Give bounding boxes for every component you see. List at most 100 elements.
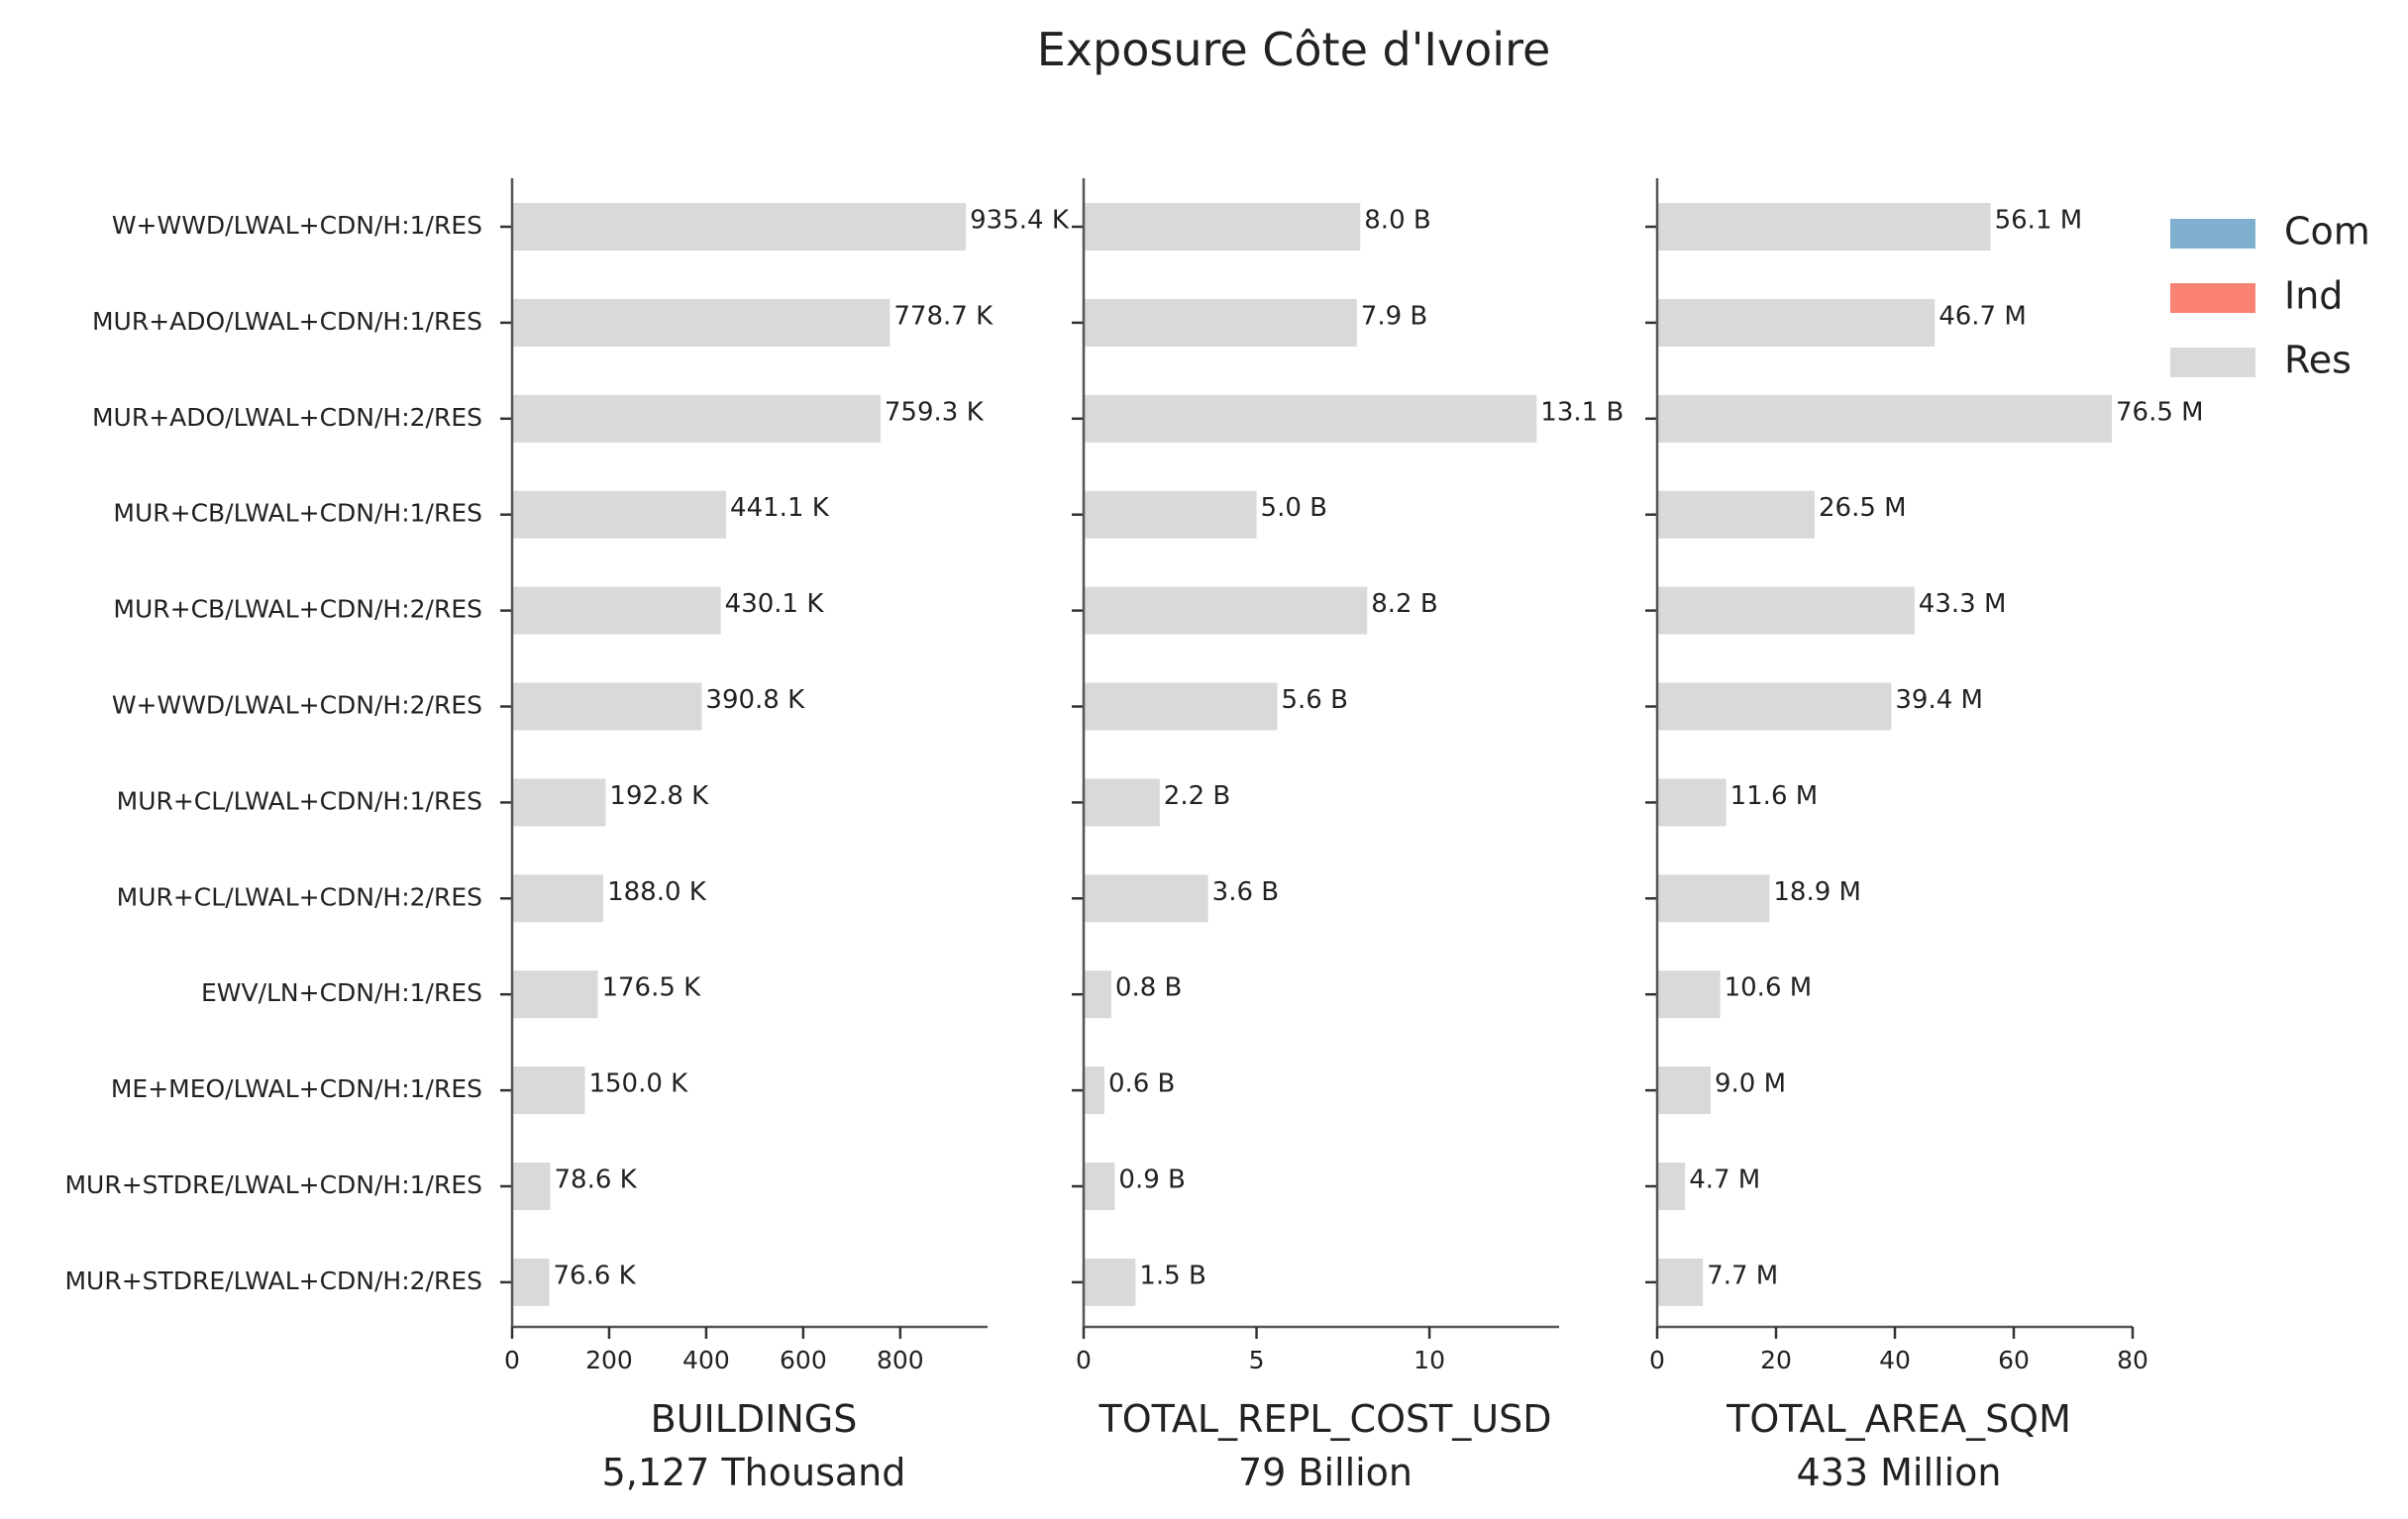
data-label: 759.3 K (885, 397, 985, 427)
data-label: 430.1 K (725, 589, 825, 619)
bar[interactable] (1084, 970, 1111, 1019)
data-label: 0.6 B (1108, 1069, 1175, 1099)
x-tick-label: 0 (504, 1346, 520, 1374)
bar[interactable] (1657, 298, 1936, 347)
x-tick-label: 800 (877, 1346, 924, 1374)
data-label: 46.7 M (1938, 301, 2027, 331)
x-tick-label: 0 (1076, 1346, 1092, 1374)
category-label: W+WWD/LWAL+CDN/H:2/RES (112, 691, 482, 720)
bar[interactable] (1084, 1258, 1136, 1306)
data-label: 56.1 M (1995, 206, 2083, 236)
bar[interactable] (1657, 490, 1815, 539)
category-label: MUR+ADO/LWAL+CDN/H:2/RES (92, 403, 482, 432)
x-tick-label: 40 (1879, 1346, 1911, 1374)
bar[interactable] (1084, 778, 1160, 827)
bar[interactable] (512, 203, 967, 251)
bar[interactable] (512, 970, 598, 1019)
legend[interactable]: Com Ind Res (2170, 210, 2370, 382)
data-label: 76.6 K (554, 1261, 637, 1290)
data-label: 0.8 B (1115, 973, 1182, 1003)
bar[interactable] (1084, 394, 1537, 443)
data-label: 7.7 M (1707, 1261, 1778, 1290)
data-label: 176.5 K (601, 973, 701, 1003)
bar[interactable] (1084, 1163, 1115, 1210)
x-tick-label: 600 (780, 1346, 827, 1374)
bar[interactable] (1657, 1066, 1711, 1115)
bar[interactable] (512, 778, 606, 827)
bar[interactable] (1084, 203, 1361, 251)
x-tick-label: 400 (682, 1346, 730, 1374)
legend-label: Ind (2284, 274, 2343, 318)
bar[interactable] (1657, 394, 2112, 443)
x-axis-label: BUILDINGS (651, 1397, 858, 1441)
bar[interactable] (1657, 203, 1991, 251)
legend-item-ind[interactable]: Ind (2170, 274, 2343, 318)
bar[interactable] (1657, 682, 1892, 731)
bar[interactable] (512, 394, 881, 443)
data-label: 150.0 K (588, 1069, 688, 1099)
panels-layer: 935.4 K W+WWD/LWAL+CDN/H:1/RES 778.7 K MUR+… (64, 178, 2204, 1494)
category-label: MUR+CL/LWAL+CDN/H:1/RES (117, 786, 482, 815)
x-axis-label: TOTAL_AREA_SQM (1726, 1397, 2071, 1441)
legend-swatch (2170, 348, 2255, 377)
bar[interactable] (512, 682, 702, 731)
data-label: 1.5 B (1139, 1261, 1205, 1290)
data-label: 18.9 M (1773, 877, 1861, 907)
data-label: 9.0 M (1715, 1069, 1786, 1099)
x-axis-total: 5,127 Thousand (602, 1451, 906, 1494)
legend-label: Com (2284, 210, 2370, 253)
panel-1: 935.4 K W+WWD/LWAL+CDN/H:1/RES 778.7 K MUR+… (64, 178, 1070, 1494)
data-label: 5.0 B (1261, 493, 1327, 523)
category-label: MUR+CB/LWAL+CDN/H:1/RES (113, 499, 482, 528)
category-label: ME+MEO/LWAL+CDN/H:1/RES (111, 1074, 482, 1103)
bar[interactable] (1084, 1066, 1104, 1115)
bar[interactable] (512, 490, 727, 539)
category-label: EWV/LN+CDN/H:1/RES (201, 978, 482, 1007)
bar[interactable] (1084, 586, 1368, 635)
panel-2: 8.0 B 7.9 B 13.1 B 5.0 B 8.2 B 5.6 B 2.2 B 3.6 … (1072, 178, 1623, 1494)
category-label: MUR+ADO/LWAL+CDN/H:1/RES (92, 307, 482, 336)
bar[interactable] (512, 1066, 585, 1115)
bar[interactable] (512, 586, 721, 635)
x-tick-label: 10 (1413, 1346, 1445, 1374)
legend-swatch (2170, 283, 2255, 313)
bar[interactable] (512, 1163, 551, 1210)
data-label: 39.4 M (1895, 685, 1983, 715)
bar[interactable] (1084, 298, 1357, 347)
data-label: 10.6 M (1725, 973, 1813, 1003)
x-axis-total: 79 Billion (1238, 1451, 1413, 1494)
category-label: MUR+STDRE/LWAL+CDN/H:1/RES (64, 1170, 482, 1199)
data-label: 8.0 B (1364, 206, 1430, 236)
data-label: 8.2 B (1371, 589, 1437, 619)
bar[interactable] (1657, 778, 1727, 827)
legend-label: Res (2284, 339, 2352, 382)
x-tick-label: 60 (1998, 1346, 2030, 1374)
x-tick-label: 20 (1760, 1346, 1792, 1374)
bar[interactable] (1657, 970, 1721, 1019)
category-label: W+WWD/LWAL+CDN/H:1/RES (112, 211, 482, 240)
bar[interactable] (512, 298, 890, 347)
x-axis-total: 433 Million (1797, 1451, 2002, 1494)
data-label: 3.6 B (1212, 877, 1279, 907)
bar[interactable] (1657, 586, 1915, 635)
bar[interactable] (1657, 1163, 1686, 1210)
legend-item-com[interactable]: Com (2170, 210, 2370, 253)
category-label: MUR+CL/LWAL+CDN/H:2/RES (117, 882, 482, 911)
data-label: 390.8 K (705, 685, 805, 715)
legend-item-res[interactable]: Res (2170, 339, 2352, 382)
data-label: 43.3 M (1919, 589, 2007, 619)
data-label: 778.7 K (893, 301, 994, 331)
bar[interactable] (1657, 874, 1770, 923)
legend-swatch (2170, 219, 2255, 249)
bar[interactable] (512, 874, 604, 923)
data-label: 935.4 K (970, 206, 1070, 236)
bar[interactable] (1084, 490, 1257, 539)
data-label: 7.9 B (1361, 301, 1427, 331)
bar[interactable] (1084, 682, 1278, 731)
bar[interactable] (512, 1258, 550, 1306)
bar[interactable] (1657, 1258, 1704, 1306)
data-label: 188.0 K (607, 877, 707, 907)
panel-3: 56.1 M 46.7 M 76.5 M 26.5 M 43.3 M 39.4 M 11.6… (1645, 178, 2204, 1494)
bar[interactable] (1084, 874, 1208, 923)
data-label: 0.9 B (1118, 1165, 1185, 1195)
